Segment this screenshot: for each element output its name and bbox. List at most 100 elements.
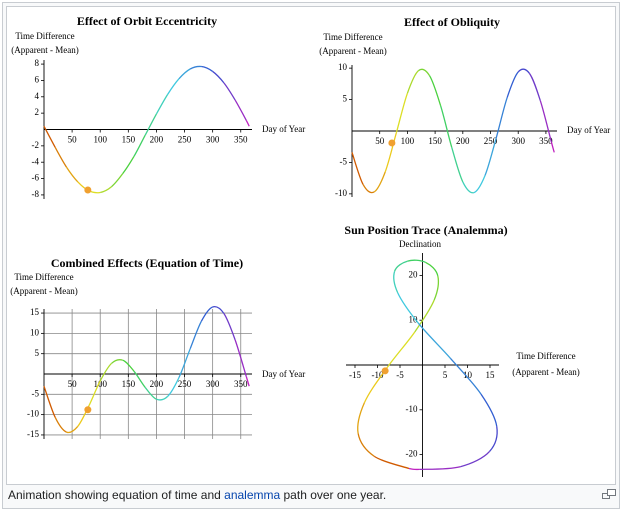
position-marker — [381, 367, 389, 375]
line-segment — [417, 322, 451, 359]
line-segment — [223, 82, 236, 101]
line-segment — [528, 72, 541, 102]
x-tick-label: 300 — [206, 379, 220, 389]
line-segment — [395, 93, 409, 134]
x-tick-label: 100 — [93, 379, 107, 389]
line-segment — [451, 147, 464, 183]
y-tick-label: 10 — [30, 327, 40, 337]
line-segment — [373, 455, 410, 470]
line-segment — [212, 306, 225, 314]
line-segment — [43, 385, 56, 418]
line-segment — [200, 306, 213, 322]
x-tick-label: 350 — [234, 379, 248, 389]
line-segment — [351, 152, 364, 185]
x-tick-label: 200 — [150, 135, 164, 145]
line-segment — [386, 331, 416, 368]
line-segment — [65, 166, 79, 183]
line-segment — [484, 138, 497, 176]
x-tick-label: 350 — [539, 136, 553, 146]
line-segment — [54, 417, 67, 433]
line-segment — [357, 402, 366, 434]
line-segment — [245, 376, 250, 387]
line-segment — [425, 261, 439, 277]
y-axis-label: (Apparent - Mean) — [11, 45, 78, 55]
chart-title: Sun Position Trace (Analemma) — [344, 223, 507, 237]
line-segment — [506, 71, 519, 98]
line-segment — [429, 75, 442, 107]
y-tick-label: -4 — [32, 156, 40, 166]
chart-title: Effect of Obliquity — [404, 15, 500, 29]
x-tick-label: -10 — [372, 370, 384, 380]
line-segment — [462, 181, 475, 194]
line-segment — [418, 68, 431, 77]
y-tick-label: 15 — [30, 307, 40, 317]
line-segment — [234, 339, 248, 378]
line-segment — [99, 362, 112, 382]
y-tick-label: 10 — [409, 314, 419, 324]
caption-text: path over one year. — [280, 488, 387, 502]
caption-text: Animation showing equation of time and — [8, 488, 225, 502]
line-segment — [212, 70, 225, 84]
line-segment — [100, 186, 112, 194]
line-segment — [234, 99, 247, 121]
y-tick-label: -5 — [340, 156, 348, 166]
line-segment — [489, 426, 498, 452]
caption-link[interactable]: analemma — [224, 488, 281, 502]
line-segment — [449, 357, 482, 395]
x-tick-label: -5 — [396, 370, 404, 380]
position-marker — [84, 406, 92, 414]
enlarge-icon[interactable] — [602, 489, 616, 500]
line-segment — [178, 348, 191, 378]
x-tick-label: 150 — [122, 379, 136, 389]
line-segment — [397, 292, 419, 324]
line-segment — [43, 125, 56, 148]
line-segment — [54, 147, 68, 168]
line-segment — [517, 68, 530, 74]
line-segment — [473, 175, 486, 194]
line-segment — [495, 97, 508, 139]
line-segment — [414, 299, 435, 333]
x-tick-label: 100 — [401, 136, 415, 146]
chart-title: Combined Effects (Equation of Time) — [51, 256, 243, 270]
line-segment — [440, 105, 453, 148]
y-tick-label: -10 — [335, 188, 347, 198]
line-segment — [419, 466, 461, 471]
y-tick-label: -10 — [406, 404, 418, 414]
line-segment — [384, 132, 397, 173]
line-segment — [167, 377, 180, 397]
x-tick-label: 150 — [428, 136, 442, 146]
position-marker — [388, 139, 396, 147]
line-segment — [88, 380, 101, 406]
y-tick-label: 2 — [35, 107, 40, 117]
line-segment — [357, 433, 375, 457]
y-tick-label: 4 — [35, 91, 40, 101]
line-segment — [133, 370, 146, 388]
y-axis-label: Time Difference — [14, 272, 73, 282]
line-segment — [539, 100, 553, 143]
line-segment — [156, 395, 169, 401]
line-segment — [111, 359, 123, 364]
x-tick-label: 300 — [206, 135, 220, 145]
x-tick-label: 200 — [456, 136, 470, 146]
y-tick-label: -2 — [32, 140, 40, 150]
y-tick-label: 20 — [409, 269, 419, 279]
line-segment — [155, 93, 169, 115]
y-axis-label: (Apparent - Mean) — [319, 46, 386, 56]
chart-title: Effect of Orbit Eccentricity — [77, 14, 217, 28]
x-tick-label: 350 — [234, 135, 248, 145]
line-segment — [189, 320, 202, 350]
x-tick-label: 50 — [68, 379, 78, 389]
figure-frame — [2, 2, 620, 509]
line-segment — [407, 259, 426, 264]
line-segment — [245, 120, 250, 127]
line-segment — [223, 313, 236, 341]
y-axis-label: Declination — [399, 239, 441, 249]
x-tick-label: 50 — [68, 135, 78, 145]
x-tick-label: 150 — [122, 135, 136, 145]
y-tick-label: -15 — [27, 429, 39, 439]
x-tick-label: 50 — [375, 136, 385, 146]
x-tick-label: 100 — [93, 135, 107, 145]
line-segment — [122, 156, 135, 175]
line-segment — [201, 65, 214, 72]
